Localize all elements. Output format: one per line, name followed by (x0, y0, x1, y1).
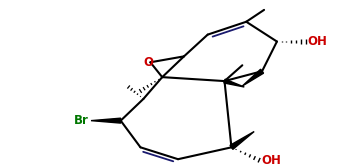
Text: O: O (143, 56, 154, 69)
Polygon shape (91, 118, 121, 123)
Text: OH: OH (307, 35, 327, 48)
Polygon shape (230, 132, 254, 149)
Text: OH: OH (261, 154, 281, 167)
Text: Br: Br (74, 114, 89, 127)
Polygon shape (242, 69, 264, 86)
Polygon shape (224, 79, 244, 87)
